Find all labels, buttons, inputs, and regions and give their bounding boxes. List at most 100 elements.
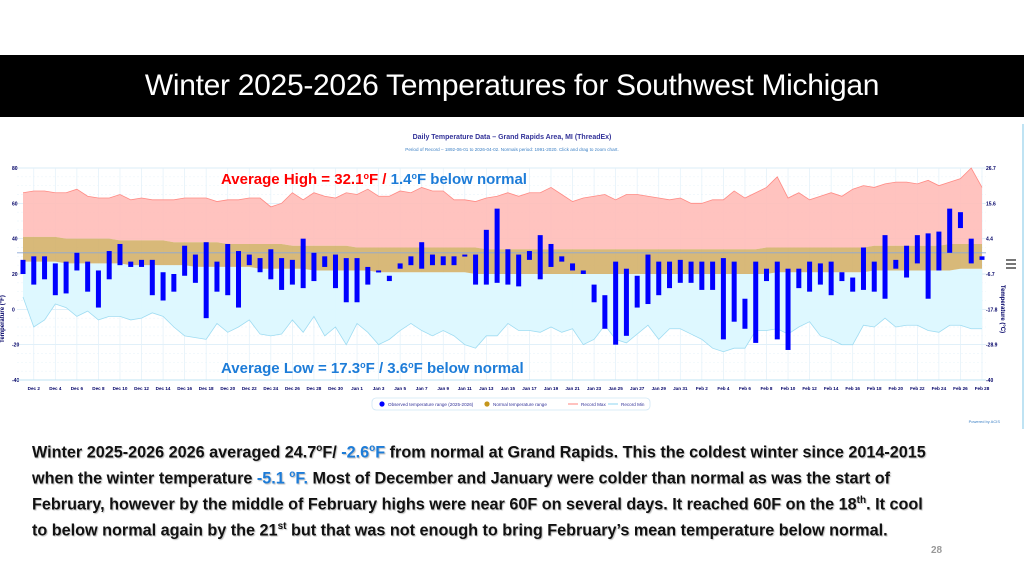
observed-bar (31, 256, 37, 285)
x-tick-label: Jan 17 (522, 386, 537, 391)
x-tick-label: Feb 20 (889, 386, 904, 391)
x-tick-label: Dec 6 (71, 386, 84, 391)
x-tick-label: Jan 9 (437, 386, 449, 391)
observed-bar (494, 208, 500, 283)
summary-text-5: Most of December and January were colder… (32, 469, 890, 514)
x-tick-label: Feb 16 (845, 386, 860, 391)
observed-bar (828, 261, 834, 296)
y-tick-label-right: -28.9 (986, 343, 998, 349)
observed-bar (192, 254, 198, 283)
legend-normal-label[interactable]: Normal temperature range (493, 402, 547, 407)
observed-bar (354, 258, 360, 303)
legend-record-max-label[interactable]: Record Max (581, 402, 606, 407)
x-tick-label: Dec 22 (242, 386, 257, 391)
observed-bar (225, 243, 231, 296)
chart-container[interactable]: Daily Temperature Data – Grand Rapids Ar… (0, 124, 1024, 429)
observed-bar (279, 258, 285, 290)
x-tick-label: Jan 29 (652, 386, 667, 391)
observed-bar (688, 261, 694, 283)
observed-bar (408, 256, 414, 266)
legend-record-min-label[interactable]: Record Min (621, 402, 645, 407)
summary-deg-2: o (369, 443, 376, 454)
temperature-chart[interactable]: Daily Temperature Data – Grand Rapids Ar… (0, 124, 1022, 429)
x-tick-label: Jan 15 (501, 386, 516, 391)
observed-bar (257, 258, 263, 273)
x-tick-label: Feb 18 (867, 386, 882, 391)
observed-bar (580, 270, 586, 274)
y-axis-left: -40 -20 0 20 40 60 80 (12, 166, 19, 384)
legend-observed-label[interactable]: Observed temperature range (2025-2026) (388, 402, 474, 407)
x-tick-label: Dec 24 (263, 386, 278, 391)
x-tick-label: Jan 31 (673, 386, 688, 391)
observed-bar (785, 268, 791, 350)
observed-bar (483, 229, 489, 285)
y-tick-label-right: -6.7 (986, 272, 995, 278)
observed-bar (667, 261, 673, 289)
x-tick-label: Dec 26 (285, 386, 300, 391)
x-tick-label: Jan 5 (394, 386, 406, 391)
summary-deg-1: o (316, 443, 323, 454)
observed-bar (979, 256, 985, 260)
observed-bar (699, 261, 705, 290)
summary-text-7: but that was not enough to bring Februar… (286, 521, 888, 540)
powered-by-credit[interactable]: Powered by ACIS (969, 419, 1001, 424)
observed-bar (311, 252, 317, 282)
observed-bar (602, 295, 608, 329)
chart-legend[interactable]: Observed temperature range (2025-2026) N… (371, 397, 651, 411)
observed-bar (386, 275, 392, 282)
x-tick-label: Feb 2 (696, 386, 708, 391)
x-tick-label: Jan 21 (565, 386, 580, 391)
x-tick-label: Jan 7 (416, 386, 428, 391)
record-min-line (22, 296, 982, 353)
observed-bar (710, 261, 716, 290)
observed-bar (731, 261, 737, 322)
observed-bar (236, 251, 242, 308)
chart-title: Daily Temperature Data – Grand Rapids Ar… (413, 134, 612, 141)
summary-paragraph: Winter 2025-2026 2026 averaged 24.7oF/ -… (32, 438, 932, 542)
avg-low-deg: o (360, 360, 366, 370)
summary-deg-3: o (289, 468, 296, 480)
x-tick-label: Feb 8 (760, 386, 772, 391)
observed-bar (817, 263, 823, 285)
x-tick-label: Feb 26 (953, 386, 968, 391)
observed-bar (957, 212, 963, 229)
observed-bar (645, 254, 651, 305)
observed-bar (763, 268, 769, 282)
observed-bar (570, 263, 576, 271)
y-tick-label-right: 15.6 (986, 201, 996, 207)
avg-low-prefix: Average Low = 17.3 (221, 360, 360, 377)
observed-bar (742, 298, 748, 329)
observed-bar (850, 277, 856, 292)
observed-bar (85, 261, 91, 292)
y-tick-label: -40 (12, 378, 19, 384)
avg-low-rest: F below normal (414, 360, 524, 377)
x-tick-label: Jan 25 (608, 386, 623, 391)
observed-bar (860, 247, 866, 290)
slide-title-bar: Winter 2025-2026 Temperatures for Southw… (0, 55, 1024, 117)
observed-bars (20, 208, 985, 350)
x-tick-label: Dec 16 (177, 386, 192, 391)
observed-bar (300, 238, 306, 289)
x-tick-label: Dec 20 (220, 386, 235, 391)
observed-bar (839, 272, 845, 282)
observed-bar (289, 259, 295, 285)
x-tick-label: Jan 13 (479, 386, 494, 391)
x-tick-label: Dec 14 (156, 386, 171, 391)
avg-high-diff: 1.4 (391, 171, 413, 188)
observed-bar (332, 254, 338, 289)
observed-bar (429, 254, 435, 266)
legend-observed-marker (379, 401, 385, 407)
chart-menu-icon[interactable] (1006, 259, 1016, 271)
x-tick-label: Feb 14 (824, 386, 839, 391)
observed-bar (807, 261, 813, 292)
observed-bar (893, 259, 899, 269)
y-axis-right-label: Temperature (°C) (999, 285, 1005, 333)
record-max-line (22, 167, 983, 208)
observed-bar (365, 266, 371, 285)
observed-bar (149, 259, 155, 296)
x-tick-label: Dec 2 (28, 386, 41, 391)
y-tick-label-right: 26.7 (986, 166, 996, 172)
observed-bar (796, 268, 802, 289)
observed-bar (720, 258, 726, 340)
observed-bar (516, 254, 522, 287)
